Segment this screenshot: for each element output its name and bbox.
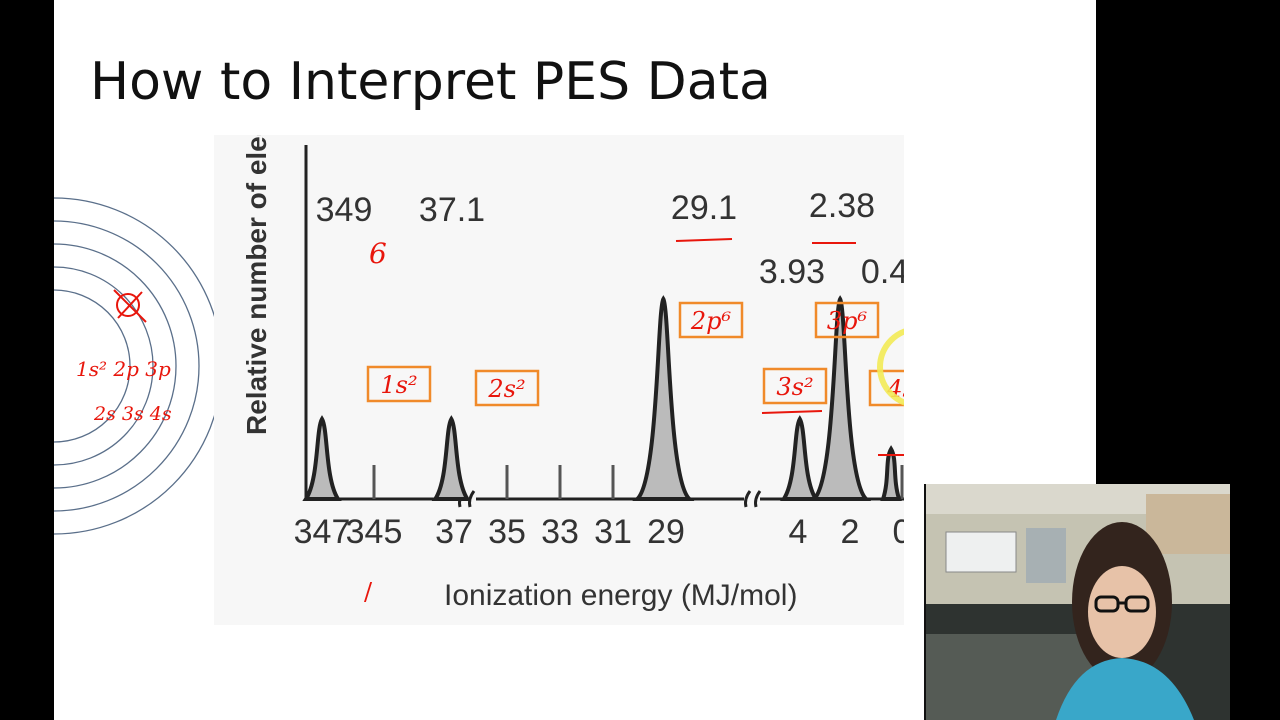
peak-2 (431, 415, 471, 501)
x-tick-label: 29 (647, 513, 685, 551)
orbital-annotation: 2s² (487, 375, 525, 403)
peak-value-label: 29.1 (671, 189, 737, 227)
handwritten-six: 6 (369, 237, 387, 270)
x-tick-label: 345 (346, 513, 403, 551)
orbital-box (814, 301, 880, 339)
peak-value-label: 2.38 (809, 187, 875, 225)
peak-value-label: 3.93 (759, 253, 825, 291)
peak-1 (302, 415, 342, 501)
orbital-box (678, 301, 744, 339)
annotations: 1s²2s²2p⁶3s²3p⁶4s (366, 238, 904, 456)
x-tick-label: 35 (488, 513, 526, 551)
peak-value-label: 0.42 (861, 253, 904, 291)
peak-value-label: 37.1 (419, 191, 485, 229)
presenter-shirt (1056, 658, 1194, 720)
cabinets (1146, 494, 1230, 554)
orbital-annotation: 3p⁶ (827, 307, 868, 335)
peaks (302, 295, 902, 501)
x-tick-label: 2 (841, 513, 860, 551)
peak-value-label: 349 (316, 191, 373, 229)
peak-4 (780, 415, 820, 501)
x-tick-label: 347 (294, 513, 351, 551)
shell-ring-5 (54, 289, 131, 443)
pes-chart: 347 345 37 35 33 31 29 4 2 0 349 37.1 29.1 3.93 2.38 0… (214, 135, 904, 625)
orbital-box (868, 369, 904, 407)
orbital-annotation: 2p⁶ (690, 307, 732, 335)
peak-5 (809, 295, 872, 501)
orbital-annotation: 3s² (776, 373, 813, 401)
webcam-scene (926, 484, 1230, 720)
nucleus-scribble (113, 289, 147, 323)
orbital-box (474, 369, 540, 407)
axis-break-2 (744, 490, 762, 508)
orbital-box (366, 365, 432, 403)
shell-ring-2 (54, 220, 200, 512)
highlight-circle (877, 328, 904, 406)
glasses (1094, 595, 1150, 613)
peak-3 (632, 295, 695, 501)
presenter-webcam (924, 484, 1230, 720)
window (1026, 528, 1066, 583)
shell-handwriting-1: 1s² 2p 3p (76, 357, 171, 381)
x-tick-label: 37 (435, 513, 473, 551)
value-labels: 349 37.1 29.1 3.93 2.38 0.42 (316, 187, 904, 291)
slide-title: How to Interpret PES Data (90, 52, 771, 112)
x-tick-label: 4 (789, 513, 808, 551)
presenter-face (1088, 566, 1156, 658)
peak-6 (880, 445, 902, 501)
shell-ring-4 (54, 266, 154, 466)
y-axis-label: Relative number of electrons (241, 135, 272, 435)
shell-handwriting-2: 2s 3s 4s (93, 403, 172, 425)
slide: How to Interpret PES Data 1s² 2p 3p 2s 3… (54, 0, 1096, 720)
orbital-box (762, 367, 828, 405)
whiteboard (945, 531, 1017, 573)
peak-top-marker (761, 410, 823, 414)
handwritten-tick: / (364, 578, 373, 606)
x-tick-label: 31 (594, 513, 632, 551)
x-tick-label: 33 (541, 513, 579, 551)
x-tick-label: 0 (893, 513, 904, 551)
shell-ring-3 (54, 243, 177, 489)
peak-top-marker (675, 238, 733, 242)
x-axis-label: Ionization energy (MJ/mol) (444, 579, 797, 612)
orbital-annotation: 1s² (380, 371, 417, 399)
